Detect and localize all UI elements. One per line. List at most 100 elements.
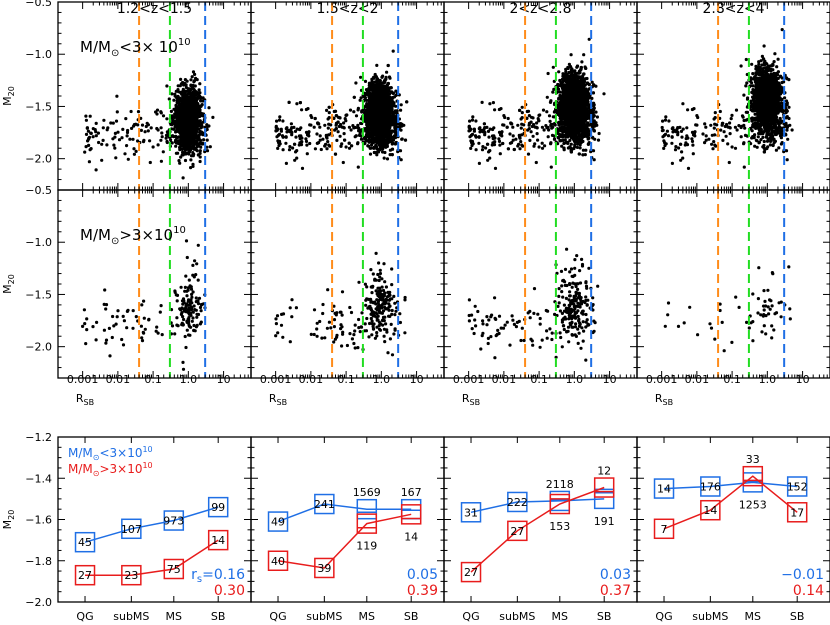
scatter-point [174, 113, 178, 117]
scatter-point [323, 144, 327, 148]
scatter-point [300, 108, 304, 112]
scatter-point [191, 162, 195, 166]
scatter-point [403, 138, 408, 142]
scatter-point [372, 125, 376, 129]
scatter-point [161, 150, 165, 154]
scatter-point [389, 86, 393, 90]
scatter-point [367, 119, 371, 123]
scatter-point [106, 126, 110, 130]
scatter-point [284, 161, 288, 165]
scatter-point [379, 89, 383, 93]
scatter-point [189, 106, 193, 110]
scatter-point [326, 117, 330, 121]
scatter-point [498, 152, 502, 156]
scatter-point [291, 146, 295, 150]
scatter-point [148, 139, 152, 143]
scatter-point [298, 101, 302, 105]
scatter-point [325, 108, 329, 112]
scatter-point [372, 101, 376, 106]
scatter-point [159, 110, 163, 114]
scatter-point [189, 125, 193, 129]
scatter-point [386, 107, 390, 111]
scatter-point [88, 114, 92, 118]
scatter-point [468, 119, 472, 123]
scatter-point [592, 129, 597, 133]
scatter-point [393, 118, 397, 122]
scatter-point [111, 121, 115, 125]
scatter-point [277, 118, 282, 122]
scatter-point [347, 141, 351, 145]
scatter-point [316, 122, 320, 126]
scatter-point [201, 99, 205, 103]
scatter-point [125, 144, 129, 148]
scatter-point [84, 114, 88, 118]
panel-title: 2.8<z<4 [703, 1, 765, 17]
scatter-point [368, 152, 373, 156]
scatter-point [493, 166, 498, 170]
scatter-point [325, 147, 329, 151]
scatter-point [188, 130, 192, 134]
scatter-point [284, 141, 288, 145]
scatter-point [356, 165, 360, 169]
scatter-point [84, 132, 89, 136]
scatter-point [308, 141, 312, 146]
scatter-point [400, 122, 404, 126]
scatter-point [336, 120, 340, 124]
scatter-point [383, 78, 387, 82]
scatter-point [277, 139, 282, 144]
scatter-point [172, 98, 176, 102]
scatter-point [292, 125, 296, 129]
scatter-point [391, 138, 396, 142]
scatter-point [170, 141, 174, 145]
scatter-point [333, 152, 338, 156]
scatter-point [144, 124, 148, 129]
scatter-point [189, 166, 193, 170]
scatter-point [394, 89, 398, 93]
scatter-point [130, 126, 134, 130]
scatter-point [380, 75, 384, 79]
scatter-point [197, 88, 201, 92]
scatter-point [342, 121, 346, 125]
scatter-point [177, 159, 181, 163]
scatter-point [372, 75, 376, 79]
scatter-point [367, 86, 371, 90]
scatter-point [372, 131, 376, 135]
scatter-point [84, 145, 88, 149]
scatter-point [179, 155, 183, 159]
scatter-point [380, 106, 384, 110]
scatter-point [148, 160, 152, 165]
scatter-point [377, 84, 381, 88]
scatter-point [113, 131, 117, 135]
scatter-point [385, 83, 389, 87]
scatter-point [189, 112, 193, 117]
scatter-point [192, 87, 196, 91]
scatter-point [190, 141, 194, 145]
scatter-point [195, 112, 199, 116]
scatter-panel [250, 1, 445, 191]
scatter-point [191, 151, 195, 155]
scatter-point [548, 119, 552, 123]
scatter-point [367, 144, 371, 148]
scatter-point [388, 124, 392, 128]
scatter-point [192, 80, 196, 84]
scatter-point [287, 100, 291, 104]
scatter-point [347, 125, 351, 129]
scatter-point [180, 133, 184, 137]
scatter-point [284, 127, 288, 131]
scatter-point [121, 127, 125, 131]
scatter-point [181, 153, 185, 157]
scatter-point [189, 78, 193, 82]
scatter-point [343, 117, 347, 121]
scatter-point [376, 128, 380, 133]
scatter-point [202, 138, 206, 142]
scatter-point [372, 150, 376, 155]
scatter-point [100, 142, 104, 146]
scatter-point [129, 109, 133, 114]
scatter-point [191, 70, 196, 74]
scatter-point [557, 70, 561, 74]
scatter-point [310, 115, 314, 120]
scatter-point [197, 122, 201, 126]
scatter-point [87, 160, 91, 164]
scatter-point [182, 100, 186, 105]
scatter-point [335, 138, 339, 142]
